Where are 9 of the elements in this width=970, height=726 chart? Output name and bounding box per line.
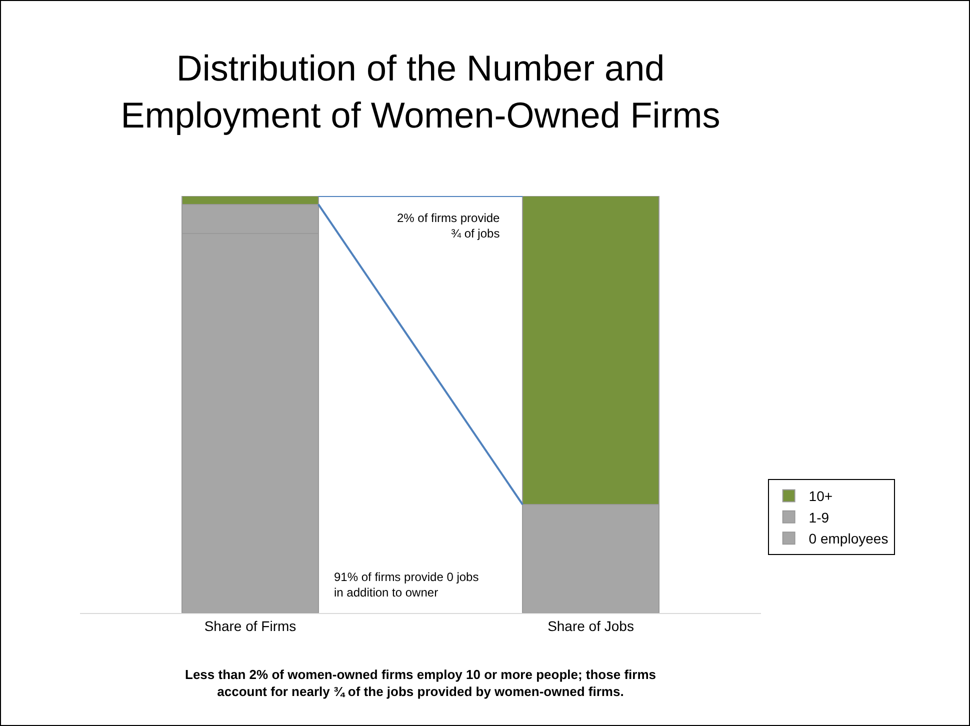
- annotation: 2% of firms provide ¾ of jobs: [397, 211, 500, 241]
- text: Less than 2% of women-owned firms employ 10 or more people; those firms account for nearly ¾ of the jobs provided by women-owned firms.: [185, 667, 656, 699]
- legend-label: 1-9: [808, 509, 830, 526]
- legend-label: 10+: [808, 488, 833, 504]
- legend-label: 0 employees: [808, 530, 888, 547]
- x-tick-label: Share of Firms: [204, 618, 296, 634]
- x-tick-label: Share of Jobs: [548, 618, 634, 634]
- chart-title: Distribution of the Number and Employment of Women-Owned Firms: [120, 48, 720, 136]
- annotation: 91% of firms provide 0 jobs in addition to owner: [334, 570, 479, 600]
